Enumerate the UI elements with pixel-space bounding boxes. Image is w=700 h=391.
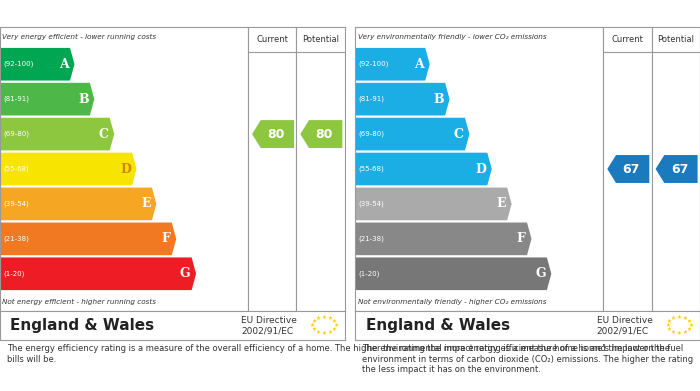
Text: Energy Efficiency Rating: Energy Efficiency Rating bbox=[8, 8, 162, 18]
Text: ★: ★ bbox=[321, 331, 326, 336]
Text: England & Wales: England & Wales bbox=[365, 318, 510, 333]
Polygon shape bbox=[0, 152, 136, 185]
Text: A: A bbox=[59, 58, 69, 71]
Text: (21-38): (21-38) bbox=[3, 236, 29, 242]
Text: ★: ★ bbox=[682, 330, 687, 335]
Polygon shape bbox=[0, 257, 196, 290]
Text: (92-100): (92-100) bbox=[3, 61, 34, 68]
Text: (21-38): (21-38) bbox=[358, 236, 384, 242]
Text: (69-80): (69-80) bbox=[3, 131, 29, 137]
Polygon shape bbox=[300, 120, 342, 148]
Text: C: C bbox=[99, 127, 108, 141]
Polygon shape bbox=[355, 257, 552, 290]
Text: (69-80): (69-80) bbox=[358, 131, 384, 137]
Polygon shape bbox=[0, 222, 176, 255]
Text: ★: ★ bbox=[677, 315, 682, 320]
Text: G: G bbox=[180, 267, 190, 280]
Text: ★: ★ bbox=[689, 323, 694, 328]
Text: ★: ★ bbox=[671, 330, 676, 335]
Polygon shape bbox=[355, 48, 430, 81]
Polygon shape bbox=[608, 155, 650, 183]
Text: EU Directive
2002/91/EC: EU Directive 2002/91/EC bbox=[596, 316, 652, 335]
Text: (1-20): (1-20) bbox=[358, 271, 379, 277]
Text: (55-68): (55-68) bbox=[3, 166, 29, 172]
Text: Potential: Potential bbox=[657, 35, 694, 44]
Text: Not environmentally friendly - higher CO₂ emissions: Not environmentally friendly - higher CO… bbox=[358, 299, 546, 305]
Text: (92-100): (92-100) bbox=[358, 61, 389, 68]
Text: (39-54): (39-54) bbox=[358, 201, 384, 207]
Text: ★: ★ bbox=[332, 327, 337, 332]
Text: ★: ★ bbox=[332, 319, 337, 324]
Polygon shape bbox=[355, 152, 492, 185]
Text: ★: ★ bbox=[671, 316, 676, 321]
Text: Current: Current bbox=[256, 35, 288, 44]
Text: Potential: Potential bbox=[302, 35, 339, 44]
Polygon shape bbox=[355, 118, 470, 151]
Text: C: C bbox=[454, 127, 463, 141]
Text: ★: ★ bbox=[316, 330, 321, 335]
Text: Not energy efficient - higher running costs: Not energy efficient - higher running co… bbox=[3, 299, 157, 305]
Text: (1-20): (1-20) bbox=[3, 271, 25, 277]
Text: ★: ★ bbox=[310, 323, 315, 328]
Text: (55-68): (55-68) bbox=[358, 166, 384, 172]
Text: ★: ★ bbox=[682, 316, 687, 321]
Text: (39-54): (39-54) bbox=[3, 201, 29, 207]
Polygon shape bbox=[0, 83, 94, 115]
Polygon shape bbox=[355, 188, 512, 220]
Text: A: A bbox=[414, 58, 424, 71]
Polygon shape bbox=[656, 155, 698, 183]
Text: E: E bbox=[496, 197, 506, 210]
Polygon shape bbox=[0, 188, 156, 220]
Text: ★: ★ bbox=[666, 327, 671, 332]
Text: (81-91): (81-91) bbox=[3, 96, 29, 102]
Polygon shape bbox=[355, 222, 531, 255]
Text: Very energy efficient - lower running costs: Very energy efficient - lower running co… bbox=[3, 34, 157, 40]
Text: The environmental impact rating is a measure of a home's impact on the environme: The environmental impact rating is a mea… bbox=[362, 344, 693, 374]
Text: ★: ★ bbox=[312, 327, 316, 332]
Text: B: B bbox=[433, 93, 444, 106]
Text: ★: ★ bbox=[333, 323, 338, 328]
Text: 80: 80 bbox=[316, 127, 333, 141]
Text: G: G bbox=[535, 267, 545, 280]
Text: ★: ★ bbox=[321, 315, 326, 320]
Text: 80: 80 bbox=[267, 127, 285, 141]
Polygon shape bbox=[0, 118, 114, 151]
Text: ★: ★ bbox=[687, 327, 692, 332]
Text: ★: ★ bbox=[687, 319, 692, 324]
Text: ★: ★ bbox=[328, 316, 332, 321]
Text: B: B bbox=[78, 93, 89, 106]
Text: The energy efficiency rating is a measure of the overall efficiency of a home. T: The energy efficiency rating is a measur… bbox=[7, 344, 683, 364]
Text: Environmental Impact (CO₂) Rating: Environmental Impact (CO₂) Rating bbox=[364, 8, 582, 18]
Text: ★: ★ bbox=[312, 319, 316, 324]
Text: 67: 67 bbox=[671, 163, 688, 176]
Text: F: F bbox=[162, 232, 171, 245]
Text: ★: ★ bbox=[328, 330, 332, 335]
Text: ★: ★ bbox=[665, 323, 670, 328]
Text: ★: ★ bbox=[666, 319, 671, 324]
Polygon shape bbox=[252, 120, 294, 148]
Text: E: E bbox=[141, 197, 150, 210]
Polygon shape bbox=[355, 83, 449, 115]
Text: (81-91): (81-91) bbox=[358, 96, 384, 102]
Text: ★: ★ bbox=[677, 331, 682, 336]
Text: 67: 67 bbox=[622, 163, 640, 176]
Text: Very environmentally friendly - lower CO₂ emissions: Very environmentally friendly - lower CO… bbox=[358, 34, 547, 40]
Text: Current: Current bbox=[612, 35, 643, 44]
Text: D: D bbox=[475, 163, 486, 176]
Text: F: F bbox=[517, 232, 526, 245]
Polygon shape bbox=[0, 48, 74, 81]
Text: EU Directive
2002/91/EC: EU Directive 2002/91/EC bbox=[241, 316, 298, 335]
Text: ★: ★ bbox=[316, 316, 321, 321]
Text: England & Wales: England & Wales bbox=[10, 318, 155, 333]
Text: D: D bbox=[120, 163, 131, 176]
